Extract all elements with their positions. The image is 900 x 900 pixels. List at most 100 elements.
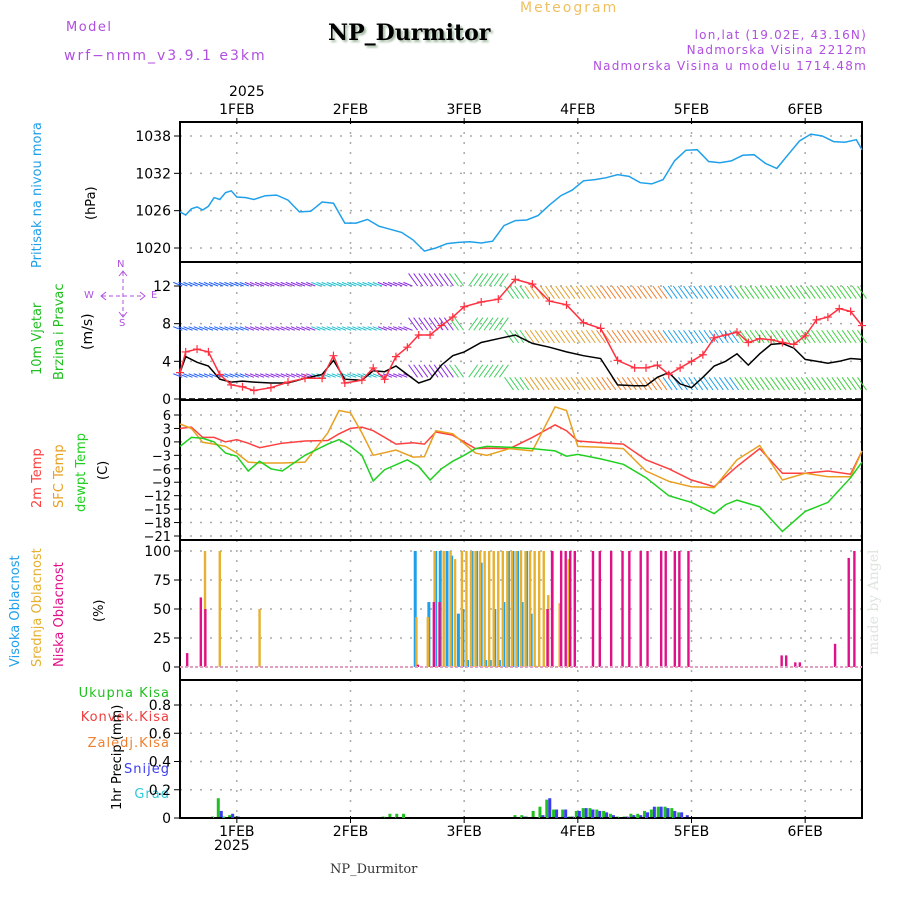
wind-barb — [555, 329, 566, 344]
wind-barb — [418, 317, 429, 331]
wind-barb — [229, 326, 239, 331]
cloud-mid-bar — [469, 551, 473, 667]
wind-gust-marker — [204, 347, 213, 356]
cloud-low-bar — [628, 551, 631, 667]
wind-barb — [244, 326, 255, 331]
wind-barb — [346, 326, 357, 331]
wind-barb — [203, 373, 214, 378]
wind-barb — [570, 377, 581, 391]
bottom-day-label: 3FEB — [446, 824, 481, 840]
wind-barb — [621, 377, 632, 391]
wind-barb — [713, 285, 724, 299]
wind-barb — [770, 377, 780, 391]
wind-barb — [387, 373, 398, 378]
precip-rain-bar — [608, 813, 612, 818]
cloud-low-bar — [847, 557, 850, 667]
precip-rain-bar — [581, 808, 585, 818]
top-day-label: 5FEB — [674, 102, 709, 118]
wind-barb — [493, 273, 504, 287]
wind-barb — [331, 373, 342, 378]
wind-barb — [198, 281, 209, 287]
precip-frame — [179, 679, 863, 819]
wind-barb — [545, 377, 555, 391]
wind-barb — [759, 329, 770, 344]
wind-barb — [637, 377, 647, 391]
temperature-ytick-label: 3 — [163, 422, 171, 437]
wind-barb — [606, 329, 617, 344]
precip-snow-bar — [564, 809, 568, 818]
wind-barb — [764, 377, 775, 391]
wind-barb — [336, 326, 347, 331]
wind-barb — [428, 273, 439, 287]
wind-barb — [642, 285, 653, 299]
cloud-mid-bar — [426, 617, 429, 667]
wind-gust-marker — [653, 361, 662, 370]
wind-barb — [519, 285, 530, 299]
cloud-mid-bar — [415, 617, 418, 667]
wind-barb — [841, 285, 852, 299]
wind-barb — [234, 281, 244, 287]
wind-barb — [657, 285, 668, 299]
temp-2m-line — [179, 424, 863, 488]
wind-barb — [483, 273, 494, 287]
wind-barb — [504, 377, 514, 391]
wind-gust-marker — [414, 330, 423, 339]
cloud-low-bar — [798, 662, 802, 667]
cloud-ytick-label: 50 — [153, 602, 171, 618]
wind-barb — [749, 285, 760, 299]
cloud-low-bar — [591, 551, 595, 667]
precip-snow-bar — [577, 810, 581, 818]
wind-barb — [575, 329, 586, 344]
wind-barb — [570, 329, 581, 344]
top-day-label: 1FEB — [219, 102, 254, 118]
wind-barb — [678, 285, 688, 299]
cloud-panel: 0 25 50 75 100 — [144, 539, 863, 681]
wind-barb — [173, 373, 183, 378]
wind-barb — [739, 377, 750, 391]
wind-barb — [708, 285, 719, 299]
cloud-ytick-label: 100 — [144, 544, 171, 560]
wind-barb — [770, 285, 780, 299]
wind-barb — [631, 329, 642, 344]
wind-barb — [539, 285, 550, 299]
wind-barb — [816, 329, 826, 344]
wind-barb — [509, 285, 520, 299]
temperature-ytick-label: −18 — [144, 517, 171, 532]
wind-barb — [678, 377, 688, 391]
wind-barb — [591, 377, 601, 391]
wind-barb — [683, 329, 693, 344]
wind-barb — [775, 329, 786, 344]
precip-rain-bar — [513, 815, 517, 818]
wind-barb — [254, 326, 265, 331]
wind-barb — [616, 285, 627, 299]
wind-barb — [775, 285, 786, 299]
wind-barb — [173, 326, 183, 331]
wind-barb — [831, 329, 842, 344]
wind-barb — [493, 317, 504, 331]
top-day-label: 3FEB — [446, 102, 481, 118]
wind-barb — [550, 329, 560, 344]
precip-rain-bar — [595, 809, 599, 818]
wind-gust-marker — [329, 351, 338, 360]
wind-barb — [265, 326, 275, 331]
wind-barb — [601, 377, 612, 391]
wind-barb — [857, 329, 867, 344]
wind-barb — [724, 285, 734, 299]
wind-gust-marker — [858, 321, 866, 330]
wind-barb — [749, 377, 760, 391]
wind-barb — [244, 373, 255, 378]
wind-barb — [224, 281, 234, 287]
wind-gust-marker — [318, 374, 327, 383]
top-year-label: 2025 — [229, 84, 265, 100]
wind-barb — [652, 329, 663, 344]
wind-gust-marker — [744, 338, 753, 347]
wind-barb — [229, 281, 239, 287]
wind-gust-marker — [755, 334, 764, 343]
wind-barb — [509, 329, 520, 344]
precip-rain-bar — [395, 813, 399, 818]
wind-ytick-label: 8 — [162, 317, 171, 333]
wind-barb — [596, 377, 606, 391]
cloud-mid-bar — [258, 609, 261, 667]
wind-barb — [300, 281, 311, 287]
cloud-low-bar — [639, 551, 642, 667]
